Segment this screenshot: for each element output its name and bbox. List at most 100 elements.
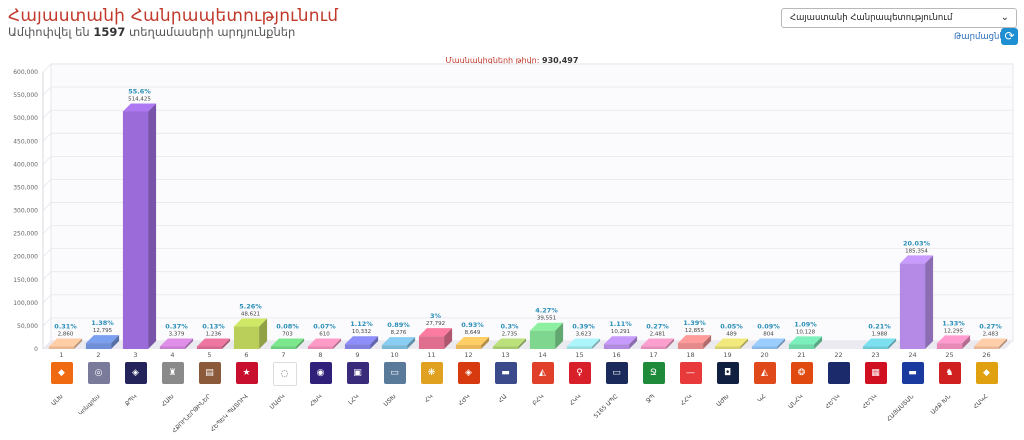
- bar: [270, 346, 297, 349]
- bar-side: [370, 336, 379, 349]
- bar: [677, 343, 704, 349]
- party-logo-icon: ◌: [272, 362, 297, 386]
- bar-value-label: 1,988: [872, 332, 888, 338]
- bar-side: [407, 337, 416, 349]
- x-tick-label: 5: [207, 351, 211, 359]
- party-logo-icon: ◎: [87, 362, 110, 384]
- bar-percent-label: 0.09%: [757, 323, 780, 331]
- participants-value: 930,497: [542, 56, 579, 65]
- x-tick-label: 23: [871, 351, 879, 359]
- bar-percent-label: 0.3%: [500, 323, 519, 331]
- x-tick-label: 6: [244, 351, 248, 359]
- bar-side: [592, 338, 601, 349]
- bar-value-label: 8,649: [465, 330, 481, 336]
- stations-count: 1597: [93, 25, 126, 39]
- bar-side: [222, 338, 231, 349]
- refresh-button[interactable]: ⟳: [1001, 28, 1018, 45]
- y-tick-label: 500,000: [13, 115, 38, 122]
- y-tick-label: 550,000: [13, 92, 38, 99]
- party-logo-icon: ▬: [494, 362, 517, 384]
- bar: [455, 345, 482, 349]
- bar-value-label: 39,551: [537, 316, 556, 322]
- bar-side: [703, 335, 712, 349]
- x-tick-label: 8: [318, 351, 322, 359]
- y-tick-label: 600,000: [13, 69, 38, 76]
- bar-percent-label: 5.26%: [239, 303, 262, 311]
- bar-top: [751, 338, 786, 347]
- region-select[interactable]: Հայաստանի Հանրապետությունում ⌄: [781, 8, 1017, 28]
- x-tick-label: 18: [686, 351, 694, 359]
- party-logo-icon: ▦: [864, 362, 887, 384]
- party-logo-icon: ◭: [531, 362, 554, 384]
- party-logo-icon: Ջ: [642, 362, 665, 384]
- x-tick-label: 12: [464, 351, 472, 359]
- y-tick-label: 450,000: [13, 138, 38, 145]
- gridline-depth: [42, 225, 52, 234]
- party-logo-icon: ◭: [753, 362, 776, 384]
- bar: [640, 346, 667, 349]
- bar-value-label: 27,792: [426, 321, 445, 327]
- bar-value-label: 8,276: [391, 330, 407, 336]
- x-tick-label: 11: [427, 351, 435, 359]
- bar-percent-label: 1.39%: [683, 319, 706, 327]
- y-tick-label: 350,000: [13, 184, 38, 191]
- bar-value-label: 3,623: [576, 332, 592, 338]
- bar: [788, 344, 815, 349]
- x-tick-label: 17: [649, 351, 657, 359]
- bar-top: [677, 335, 712, 344]
- bar: [899, 263, 926, 349]
- y-tick-label: 250,000: [13, 231, 38, 238]
- gridline-depth: [42, 133, 52, 142]
- summary-prefix: Ամփոփվել են: [8, 25, 90, 39]
- bar-side: [148, 103, 157, 349]
- bar-side: [999, 338, 1008, 349]
- bar: [492, 346, 519, 349]
- bar-top: [492, 338, 527, 347]
- party-logo-icon: ◈: [457, 362, 480, 384]
- x-tick-label: 9: [355, 351, 359, 359]
- bar-percent-label: 0.27%: [979, 323, 1002, 331]
- bar-top: [603, 336, 638, 345]
- bar-top: [973, 338, 1008, 347]
- bar: [48, 346, 75, 349]
- party-logo-icon: ▣: [346, 362, 369, 384]
- bar-value-label: 12,795: [93, 328, 113, 334]
- bar-value-label: 703: [282, 332, 293, 338]
- bar-side: [777, 338, 786, 349]
- results-bar-chart: 0 50,000 100,000 150,000 200,000 250,000 300,0…: [13, 63, 1014, 359]
- bar-top: [307, 338, 342, 347]
- refresh-icon: ⟳: [1004, 29, 1015, 43]
- bar-percent-label: 3%: [430, 312, 442, 320]
- bar-top: [788, 336, 823, 345]
- x-tick-label: 26: [982, 351, 990, 359]
- bar: [862, 346, 889, 349]
- summary-suffix: տեղամասերի արդյունքներ: [129, 25, 296, 39]
- y-tick-label: 0: [34, 346, 38, 353]
- bar-top: [714, 338, 749, 347]
- gridline-depth: [42, 109, 52, 119]
- bar-percent-label: 1.09%: [794, 320, 817, 328]
- bar: [529, 330, 556, 349]
- x-tick-label: 4: [170, 351, 174, 359]
- page-title: Հայաստանի Հանրապետությունում: [8, 6, 339, 26]
- x-tick-label: 14: [538, 351, 546, 359]
- gridline-depth: [42, 86, 52, 96]
- region-select-value: Հայաստանի Հանրապետությունում: [790, 13, 953, 23]
- bar-side: [444, 328, 453, 349]
- refresh-label[interactable]: Թարմացնել: [954, 32, 1008, 42]
- chevron-down-icon: ⌄: [1000, 12, 1009, 23]
- bar-side: [925, 255, 934, 349]
- bar-percent-label: 0.37%: [165, 323, 188, 331]
- party-logo-icon: ◆: [975, 362, 998, 384]
- bar-value-label: 48,621: [241, 312, 260, 318]
- x-tick-label: 20: [760, 351, 768, 359]
- bar: [85, 343, 112, 349]
- bar-top: [381, 337, 416, 346]
- x-tick-label: 1: [59, 351, 63, 359]
- party-logo-icon: ◉: [309, 362, 332, 384]
- party-logo-icon: ▭: [383, 362, 406, 384]
- bar-side: [111, 335, 120, 349]
- bar: [418, 336, 445, 349]
- gridline-depth: [42, 294, 52, 304]
- bar-top: [936, 335, 971, 344]
